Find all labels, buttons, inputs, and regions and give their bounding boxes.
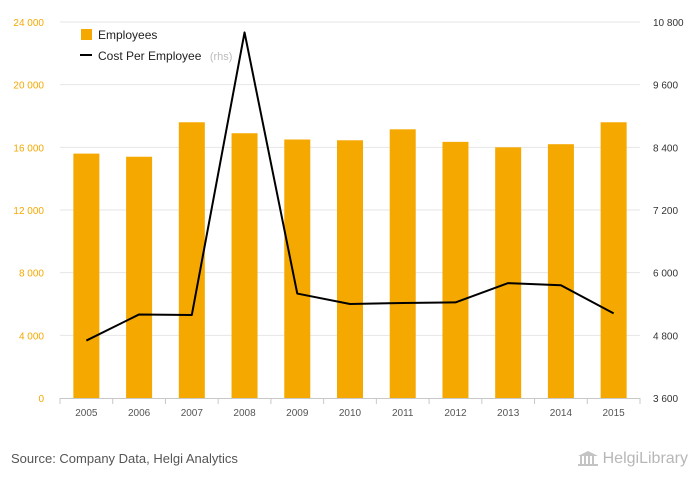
left-tick-label: 24 000 — [13, 18, 44, 29]
bar-series-employees — [73, 122, 627, 399]
right-tick-label: 7 200 — [653, 206, 678, 217]
legend: Employees Cost Per Employee (rhs) — [80, 28, 232, 64]
bar-employees — [178, 122, 205, 399]
bar-employees — [126, 156, 153, 398]
bar-employees — [547, 144, 574, 398]
x-tick-label: 2006 — [128, 408, 151, 419]
right-tick-label: 8 400 — [653, 143, 678, 154]
x-tick-label: 2013 — [497, 408, 520, 419]
right-tick-label: 3 600 — [653, 394, 678, 405]
left-tick-label: 20 000 — [13, 81, 44, 92]
right-tick-label: 6 000 — [653, 269, 678, 280]
x-tick-label: 2007 — [181, 408, 204, 419]
right-tick-label: 9 600 — [653, 81, 678, 92]
legend-label-cost-per-employee: Cost Per Employee (rhs) — [98, 47, 232, 64]
legend-label-rhs: (rhs) — [210, 51, 233, 63]
bar-employees — [600, 122, 627, 399]
bar-employees — [284, 139, 311, 398]
bar-employees — [337, 140, 363, 399]
x-tick-label: 2015 — [603, 408, 626, 419]
x-tick-label: 2009 — [286, 408, 309, 419]
legend-label-employees: Employees — [98, 28, 157, 42]
chart: 2005 2006 2007 2008 2009 2010 2011 2012 2013 2014… — [13, 18, 684, 419]
legend-swatch-employees — [81, 29, 92, 40]
left-tick-label: 16 000 — [13, 143, 44, 154]
x-tick-label: 2012 — [444, 408, 467, 419]
x-tick-label: 2011 — [392, 408, 414, 419]
left-tick-label: 8 000 — [19, 269, 44, 280]
x-axis: 2005 2006 2007 2008 2009 2010 2011 2012 2013 2014… — [59, 398, 641, 419]
bar-employees — [231, 133, 258, 398]
bar-employees — [73, 153, 100, 398]
right-tick-label: 4 800 — [653, 331, 678, 342]
bar-employees — [389, 129, 416, 399]
line-series-cost-per-employee — [85, 31, 615, 342]
helgi-library-logo[interactable]: HelgiLibrary — [577, 450, 688, 468]
library-building-icon — [577, 451, 598, 466]
left-axis: 0 4 000 8 000 12 000 16 000 20 000 24 000 — [13, 18, 44, 405]
left-tick-label: 0 — [38, 394, 44, 405]
source-note: Source: Company Data, Helgi Analytics — [11, 451, 238, 466]
right-axis: 3 600 4 800 6 000 7 200 8 400 9 600 10 800 — [653, 18, 684, 405]
legend-label-cost-text: Cost Per Employee — [98, 49, 202, 63]
bar-employees — [495, 147, 522, 398]
brand-name: HelgiLibrary — [602, 450, 688, 467]
x-tick-label: 2008 — [233, 408, 256, 419]
x-tick-label: 2010 — [339, 408, 362, 419]
left-tick-label: 4 000 — [19, 331, 44, 342]
line-cost-per-employee — [85, 31, 615, 342]
x-tick-label: 2005 — [75, 408, 98, 419]
right-tick-label: 10 800 — [653, 18, 684, 29]
left-tick-label: 12 000 — [13, 206, 44, 217]
bar-employees — [442, 141, 469, 398]
x-tick-label: 2014 — [550, 408, 573, 419]
